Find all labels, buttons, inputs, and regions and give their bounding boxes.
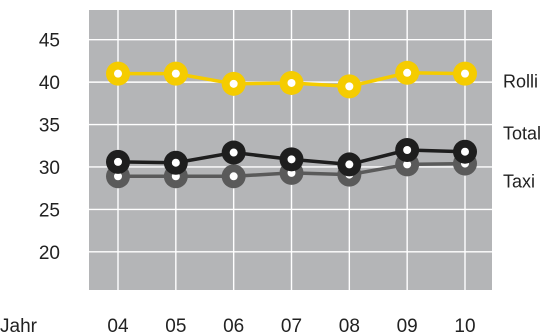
y-tick-label: 25 bbox=[39, 200, 60, 221]
data-point-center-total-04 bbox=[114, 157, 122, 166]
y-tick-label: 20 bbox=[39, 243, 60, 264]
x-tick-label: 09 bbox=[397, 316, 418, 336]
legend-label-rolli: Rolli bbox=[503, 72, 538, 92]
data-point-center-rolli-09 bbox=[403, 68, 412, 77]
x-tick-label: 10 bbox=[454, 316, 475, 336]
data-point-center-rolli-05 bbox=[171, 69, 180, 78]
series-total bbox=[106, 138, 477, 177]
data-point-center-total-07 bbox=[287, 155, 296, 164]
data-point-center-rolli-08 bbox=[345, 82, 354, 91]
y-axis-tick-labels: 20 25 30 35 40 45 bbox=[39, 31, 60, 264]
legend: Rolli Total Taxi bbox=[503, 72, 541, 192]
data-point-center-rolli-10 bbox=[461, 69, 469, 78]
x-tick-label: 08 bbox=[339, 316, 360, 336]
data-point-center-taxi-09 bbox=[403, 160, 412, 169]
y-tick-label: 40 bbox=[39, 73, 60, 94]
x-axis-tick-labels: 04 05 06 07 08 09 10 bbox=[107, 316, 475, 336]
data-point-center-total-09 bbox=[403, 146, 412, 154]
data-point-center-total-10 bbox=[461, 147, 469, 156]
y-tick-label: 30 bbox=[39, 158, 60, 179]
data-point-center-total-08 bbox=[345, 160, 354, 169]
x-tick-label: 04 bbox=[107, 316, 129, 336]
x-tick-label: 07 bbox=[281, 316, 302, 336]
legend-label-taxi: Taxi bbox=[503, 172, 535, 192]
data-point-center-rolli-07 bbox=[287, 78, 296, 87]
x-tick-label: 05 bbox=[165, 316, 186, 336]
y-tick-label: 45 bbox=[39, 31, 60, 52]
legend-label-total: Total bbox=[503, 124, 541, 144]
data-point-center-taxi-04 bbox=[114, 172, 122, 181]
x-axis-label: Jahr bbox=[0, 316, 38, 336]
data-point-center-total-06 bbox=[229, 148, 238, 157]
data-point-center-taxi-06 bbox=[229, 172, 238, 181]
series-rolli bbox=[106, 60, 477, 99]
data-point-center-rolli-06 bbox=[229, 79, 238, 88]
y-tick-label: 35 bbox=[39, 116, 60, 137]
series-layer bbox=[106, 60, 477, 189]
x-tick-label: 06 bbox=[223, 316, 244, 336]
data-point-center-rolli-04 bbox=[114, 69, 122, 78]
data-point-center-total-05 bbox=[171, 158, 180, 167]
